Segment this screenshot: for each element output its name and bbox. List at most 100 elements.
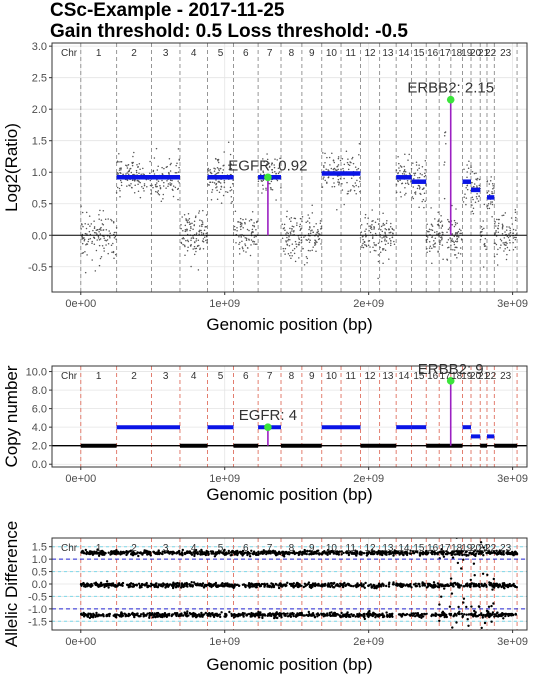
data-point <box>80 612 83 615</box>
data-point <box>190 227 192 229</box>
data-point <box>84 250 86 253</box>
data-point <box>368 612 372 615</box>
data-point <box>93 231 96 234</box>
data-point <box>207 169 209 171</box>
data-point <box>175 171 178 174</box>
data-point <box>128 169 131 172</box>
data-point <box>364 233 367 235</box>
data-point <box>444 584 447 587</box>
data-point <box>98 218 100 220</box>
data-point <box>233 229 235 231</box>
data-point <box>253 225 255 227</box>
chromosome-label: 2 <box>131 48 137 59</box>
data-point <box>274 170 276 173</box>
data-point <box>88 550 92 553</box>
data-point <box>404 187 406 189</box>
data-point <box>312 613 315 617</box>
data-point <box>215 585 218 589</box>
data-point <box>456 222 458 224</box>
data-point <box>83 236 85 239</box>
data-point <box>448 605 452 608</box>
data-point <box>80 228 82 230</box>
data-point <box>490 201 492 203</box>
data-point <box>136 164 138 166</box>
data-point <box>139 196 142 199</box>
data-point <box>220 185 223 188</box>
data-point <box>200 229 202 232</box>
data-point <box>156 615 159 618</box>
data-point <box>450 592 454 595</box>
data-point <box>90 615 93 618</box>
data-point <box>499 550 502 554</box>
chromosome-label: 21 <box>478 371 490 382</box>
data-point <box>326 585 330 588</box>
data-point <box>262 583 266 586</box>
data-point <box>399 169 401 172</box>
data-point <box>178 166 180 169</box>
data-point <box>193 253 196 256</box>
data-point <box>102 552 105 555</box>
data-point <box>248 239 250 241</box>
data-point <box>197 239 200 241</box>
data-point <box>382 583 385 586</box>
data-point <box>152 186 154 189</box>
data-point <box>477 552 481 556</box>
data-point <box>300 236 303 238</box>
data-point <box>153 612 156 615</box>
data-point <box>201 553 204 556</box>
data-point <box>268 166 271 168</box>
data-point <box>125 583 129 586</box>
data-point <box>325 168 327 170</box>
data-point <box>438 619 441 622</box>
data-point <box>220 611 223 614</box>
data-point <box>244 551 247 554</box>
chromosome-label: 1 <box>96 543 102 554</box>
data-point <box>293 252 296 255</box>
data-point <box>83 239 86 242</box>
data-point <box>317 552 320 555</box>
data-point <box>404 182 407 185</box>
data-point <box>349 161 351 163</box>
data-point <box>313 552 316 555</box>
data-point <box>127 613 131 617</box>
data-point <box>416 169 419 171</box>
y-axis-title: Copy number <box>2 365 21 467</box>
data-point <box>419 186 421 189</box>
data-point <box>278 582 282 586</box>
data-point <box>373 244 376 246</box>
data-point <box>165 187 167 189</box>
chromosome-label: 16 <box>427 371 439 382</box>
data-point <box>289 232 292 235</box>
data-point <box>382 614 385 617</box>
data-point <box>316 615 319 618</box>
data-point <box>151 613 154 616</box>
data-point <box>262 179 265 182</box>
data-point <box>333 586 336 589</box>
data-point <box>340 550 343 553</box>
data-point <box>195 232 198 234</box>
data-point <box>382 262 384 265</box>
data-point <box>85 227 88 230</box>
data-point <box>333 552 336 555</box>
data-point <box>426 236 429 238</box>
data-point <box>339 582 342 585</box>
x-tick-label: 2e+09 <box>353 636 384 648</box>
data-point <box>144 583 147 587</box>
data-point <box>494 232 496 235</box>
data-point <box>320 227 323 230</box>
data-point <box>273 164 275 166</box>
data-point <box>294 260 297 263</box>
data-point <box>230 551 233 554</box>
data-point <box>509 235 511 238</box>
chromosome-label: 2 <box>131 371 137 382</box>
data-point <box>442 551 446 554</box>
data-point <box>508 226 510 228</box>
data-point <box>390 240 392 242</box>
data-point <box>186 239 189 242</box>
data-point <box>142 612 145 615</box>
data-point <box>190 239 192 241</box>
data-point <box>388 228 390 230</box>
data-point <box>437 220 439 223</box>
data-point <box>306 257 309 260</box>
